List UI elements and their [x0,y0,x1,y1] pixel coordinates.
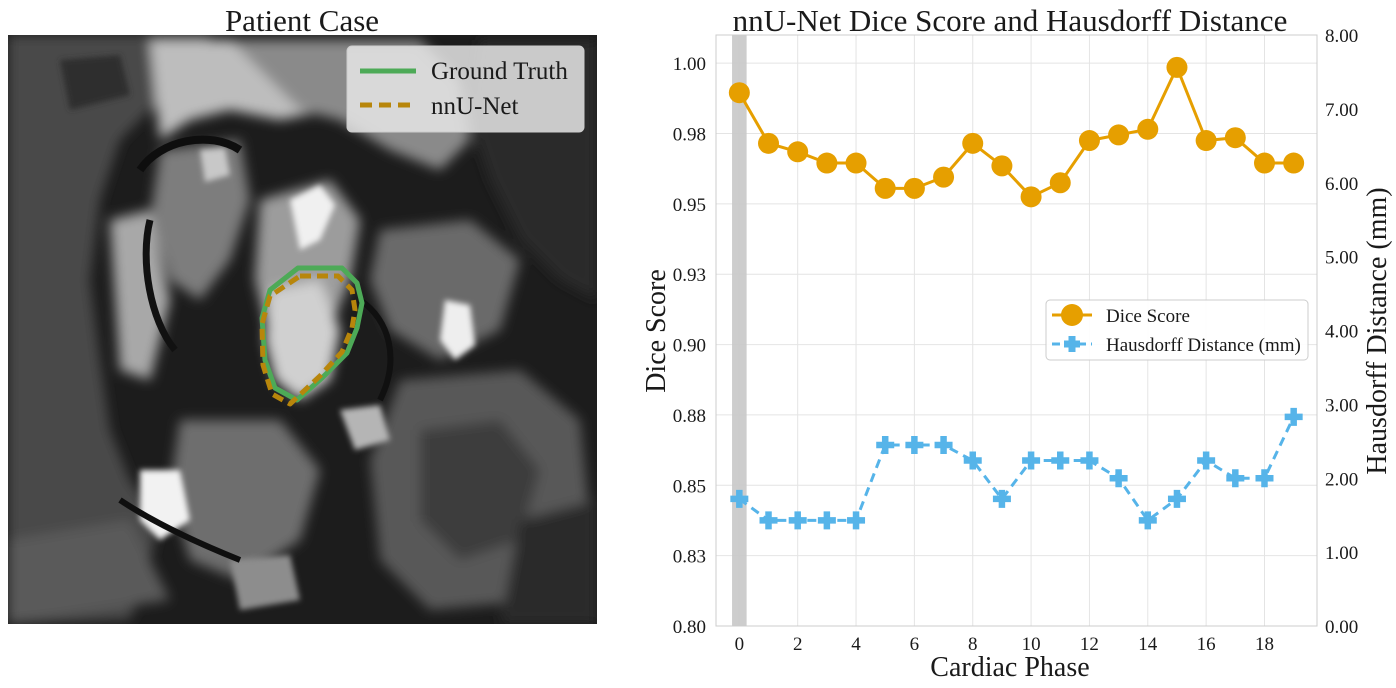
patient-case-title: Patient Case [225,3,379,38]
y2-tick-label: 5.00 [1325,248,1358,269]
dice-score-point [845,152,867,174]
hausdorff-distance-point [1138,511,1157,530]
hausdorff-distance-point [876,436,895,455]
chart-title: nnU-Net Dice Score and Hausdorff Distanc… [733,3,1288,38]
x-tick-label: 4 [851,634,861,655]
dice-score-point [874,177,896,199]
dice-score-point [1137,118,1159,140]
legend-hd-label: Hausdorff Distance (mm) [1106,335,1301,356]
y2-axis-label: Hausdorff Distance (mm) [1362,187,1393,474]
hausdorff-distance-point [992,489,1011,508]
dice-score-point [933,166,955,188]
x-tick-label: 18 [1255,634,1274,655]
x-axis-label: Cardiac Phase [930,652,1089,683]
legend-dice-label: Dice Score [1106,306,1190,327]
dice-score-point [758,132,780,154]
y-tick-label: 0.98 [673,125,706,146]
y-tick-label: 0.88 [673,406,706,427]
dice-score-point [1020,186,1042,208]
hausdorff-distance-point [847,511,866,530]
dice-score-point [1195,130,1217,152]
y-axis-ticks: 0.80 0.83 0.85 0.88 0.90 0.93 0.95 0.98 1.00 [673,54,706,638]
hausdorff-distance-point [1197,451,1216,470]
dice-score-point [1049,172,1071,194]
y-tick-label: 0.95 [673,195,706,216]
dice-score-point [1283,152,1305,174]
y-tick-label: 0.90 [673,336,706,357]
x-tick-label: 10 [1022,634,1041,655]
hausdorff-distance-point [730,489,749,508]
hausdorff-distance-line [738,416,1296,523]
dice-score-point [787,141,809,163]
y2-tick-label: 8.00 [1325,26,1358,47]
x-tick-label: 14 [1138,634,1158,655]
hausdorff-distance-point [1284,407,1303,426]
dice-score-point [903,177,925,199]
legend-nnunet-label: nnU-Net [431,93,519,120]
dice-score-point [1224,127,1246,149]
dice-score-point [962,132,984,154]
hausdorff-distance-point [1226,469,1245,488]
hausdorff-distance-point [1255,469,1274,488]
chart-panel: nnU-Net Dice Score and Hausdorff Distanc… [641,3,1393,683]
dice-score-point [1078,130,1100,152]
y-tick-label: 0.93 [673,265,706,286]
hausdorff-distance-point [759,511,778,530]
dice-score-point [816,152,838,174]
nnunet-contour [259,273,358,407]
y-tick-label: 0.85 [673,476,706,497]
dice-score-point [728,82,750,104]
hausdorff-distance-point [817,511,836,530]
hausdorff-distance-point [1167,489,1186,508]
series-dice-score [728,56,1305,208]
hausdorff-distance-point [963,451,982,470]
y2-tick-label: 6.00 [1325,174,1358,195]
y2-tick-label: 4.00 [1325,322,1358,343]
patient-case-panel: Patient Case [8,3,597,624]
hausdorff-distance-point [788,511,807,530]
series-hausdorff-distance [730,407,1303,530]
highlight-band [732,35,747,626]
x-axis-ticks: 0 2 4 6 8 10 12 14 16 18 [735,634,1274,655]
x-tick-label: 0 [735,634,745,655]
y2-tick-label: 0.00 [1325,617,1358,638]
y-tick-label: 0.80 [673,617,706,638]
mri-image [8,35,597,624]
hausdorff-distance-point [934,436,953,455]
y2-tick-label: 3.00 [1325,395,1358,416]
dice-score-point [1166,56,1188,78]
chart-legend: Dice Score Hausdorff Distance (mm) [1045,299,1309,361]
patient-case-legend: Ground Truth nnU-Net [346,45,585,133]
legend-hd-marker [1064,336,1080,352]
y2-tick-label: 1.00 [1325,543,1358,564]
hausdorff-distance-point [1080,451,1099,470]
y-tick-label: 1.00 [673,54,706,75]
x-tick-label: 8 [968,634,978,655]
dice-score-point [991,155,1013,177]
x-tick-label: 2 [793,634,803,655]
hausdorff-distance-point [1109,469,1128,488]
hausdorff-distance-point [1022,451,1041,470]
y-tick-label: 0.83 [673,547,706,568]
x-tick-label: 6 [910,634,920,655]
y2-tick-label: 7.00 [1325,100,1358,121]
y2-tick-label: 2.00 [1325,469,1358,490]
legend-ground-truth-label: Ground Truth [431,58,568,85]
x-tick-label: 12 [1080,634,1099,655]
dice-score-point [1253,152,1275,174]
x-tick-label: 16 [1197,634,1216,655]
y-axis-label: Dice Score [641,269,672,393]
plot-frame [715,34,1318,627]
hausdorff-distance-point [1051,451,1070,470]
legend-dice-marker [1061,304,1083,326]
hausdorff-distance-point [905,436,924,455]
y2-axis-ticks: 0.00 1.00 2.00 3.00 4.00 5.00 6.00 7.00 8.00 [1325,26,1358,638]
dice-score-point [1108,124,1130,146]
